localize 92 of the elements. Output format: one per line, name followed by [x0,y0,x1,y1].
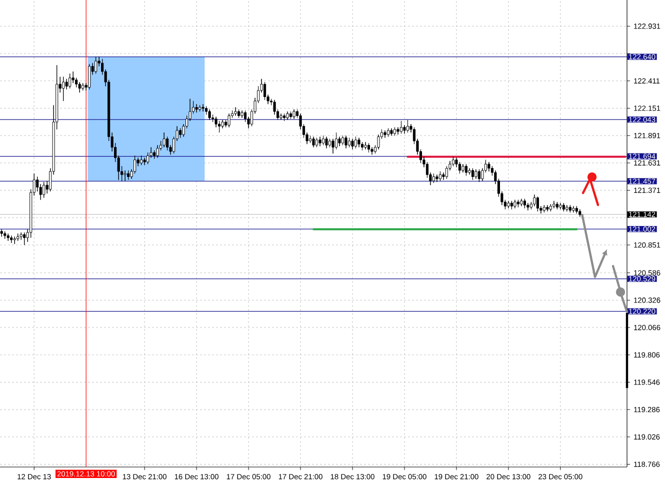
candlestick [438,171,442,182]
candlestick [341,135,344,146]
candlestick [478,169,480,182]
candlestick [13,236,16,244]
candlestick [452,156,454,166]
candlestick [237,109,240,118]
candlestick [578,209,582,217]
candlestick [344,135,348,149]
candlestick [156,144,159,158]
candlestick [88,64,91,90]
candlestick [526,202,530,211]
candlestick [228,113,230,128]
candlestick [507,200,510,209]
candlestick [78,82,81,93]
candlestick [0,229,3,237]
candlestick [406,120,410,133]
candlestick [516,200,520,208]
candlestick [458,162,461,174]
candlestick [364,142,367,150]
candlestick [523,198,526,209]
candlestick [140,155,143,166]
candlestick [370,147,374,155]
candlestick [358,138,360,148]
candlestick [471,168,474,180]
candlestick [195,104,198,113]
candlestick [166,136,169,151]
candlestick [367,142,370,153]
candlestick [218,120,221,133]
candlestick [464,164,468,176]
candlestick [432,173,435,184]
candlestick [334,132,338,150]
candlestick [338,136,341,146]
candlestick [572,206,575,213]
candlestick [360,142,364,151]
candlestick [436,174,438,182]
candlestick [240,110,244,118]
candlestick [202,104,204,112]
candlestick [514,200,516,209]
candlestick [289,111,292,120]
candlestick [16,233,20,242]
candlestick [10,235,13,244]
candlestick [566,204,568,212]
candlestick [510,200,513,210]
candlestick [542,204,546,213]
candlestick [82,82,84,91]
candlestick [127,170,130,180]
candlestick [4,231,6,240]
candlestick [42,182,46,198]
candlestick [221,120,224,129]
candlestick [124,170,126,182]
candlestick [354,136,358,149]
candlestick [348,138,351,148]
candlestick [393,127,396,136]
candlestick [556,202,558,210]
candlestick [6,233,10,242]
candlestick [198,104,202,112]
candlestick [384,130,386,138]
candlestick [179,128,182,138]
candlestick [562,202,565,212]
candlestick [575,206,578,214]
candlestick [292,109,296,120]
candlestick [263,82,266,100]
candlestick [520,198,523,206]
candlestick [62,76,65,102]
candlestick [282,113,286,122]
candlestick [280,113,282,120]
candlestick [536,196,539,212]
candlestick [351,138,354,150]
candlestick [23,232,26,246]
candlestick [559,202,562,210]
candlestick [390,128,393,136]
candlestick [325,136,328,149]
candlestick [286,111,289,120]
candlestick [549,204,552,212]
candlestick [474,169,478,180]
candlestick [162,132,166,148]
candlestick [308,135,312,144]
candlestick [234,107,237,116]
candlestick [462,164,464,173]
candlestick [94,56,98,74]
candlestick [488,162,490,172]
candlestick [68,73,72,89]
candlestick [552,200,556,209]
candlestick [318,136,322,146]
candlestick [546,204,549,212]
candlestick [315,138,318,148]
candlestick [568,204,572,213]
candlestick [322,135,325,146]
candlestick [312,136,315,148]
candlestick [400,120,403,134]
candlestick [386,128,390,137]
candlestick [208,109,211,120]
